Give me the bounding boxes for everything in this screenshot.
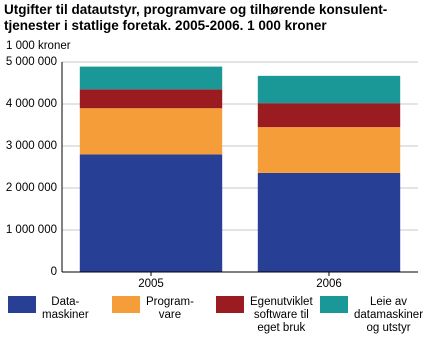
bar-segment	[257, 172, 401, 272]
legend-swatch	[8, 296, 36, 313]
y-tick-label: 2 000 000	[6, 182, 57, 194]
legend-swatch	[112, 296, 140, 313]
y-tick-label: 4 000 000	[6, 98, 57, 110]
bar-segment	[79, 154, 223, 272]
legend-swatch	[320, 296, 348, 313]
legend-item: Data- maskiner	[8, 296, 112, 335]
bar-segment	[257, 103, 401, 128]
y-tick-label: 1 000 000	[6, 224, 57, 236]
bar-segment	[79, 66, 223, 90]
y-tick-label: 5 000 000	[6, 56, 57, 68]
legend-item: Egenutviklet software til eget bruk	[216, 296, 320, 335]
bar-segment	[257, 127, 401, 173]
legend-item: Program- vare	[112, 296, 216, 335]
bar-segment	[79, 89, 223, 109]
legend-item: Leie av datamaskiner og utstyr	[320, 296, 424, 335]
x-tick-label: 2005	[138, 278, 164, 290]
legend-label: Data- maskiner	[42, 296, 89, 321]
legend: Data- maskiner Program- vare Egenutviklet …	[8, 296, 426, 335]
bar-segment	[257, 75, 401, 104]
x-tick-label: 2006	[316, 278, 342, 290]
legend-label: Egenutviklet software til eget bruk	[250, 296, 313, 334]
y-tick-label: 3 000 000	[6, 140, 57, 152]
legend-label: Leie av datamaskiner og utstyr	[354, 296, 424, 334]
y-tick-label: 0	[51, 266, 57, 278]
legend-swatch	[216, 296, 244, 313]
y-axis-label: 1 000 kroner	[6, 40, 71, 52]
chart-title: Utgifter til datautstyr, programvare og …	[4, 2, 388, 33]
legend-label: Program- vare	[146, 296, 194, 321]
bar-segment	[79, 108, 223, 155]
